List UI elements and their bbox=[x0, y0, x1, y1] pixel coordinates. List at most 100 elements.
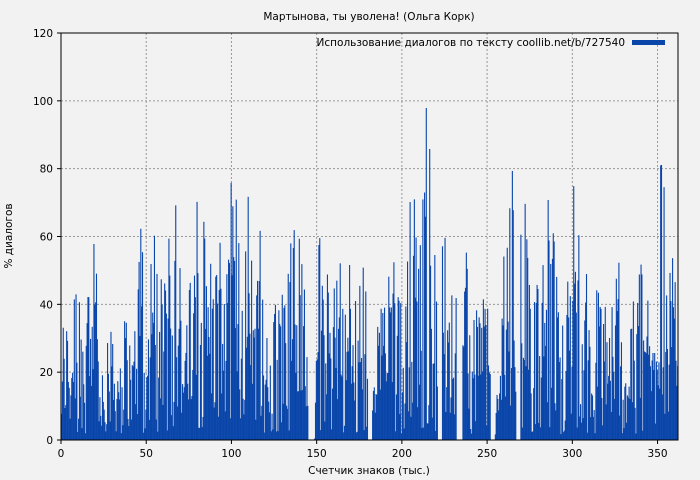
bar bbox=[153, 322, 155, 440]
bar bbox=[633, 360, 635, 440]
bar bbox=[539, 356, 541, 440]
bar bbox=[343, 432, 345, 440]
bar bbox=[340, 374, 342, 440]
bar bbox=[474, 374, 476, 440]
bar bbox=[445, 411, 447, 440]
bar bbox=[80, 339, 82, 440]
bar bbox=[84, 402, 86, 440]
bar bbox=[111, 366, 113, 440]
bar bbox=[236, 371, 238, 440]
bar bbox=[651, 360, 653, 440]
bar bbox=[607, 383, 609, 440]
bar bbox=[597, 386, 599, 440]
bar bbox=[424, 192, 426, 440]
bar bbox=[338, 317, 340, 440]
bar bbox=[344, 314, 346, 440]
bar bbox=[320, 330, 323, 440]
bar bbox=[468, 408, 470, 440]
bar bbox=[443, 354, 445, 440]
bar bbox=[194, 297, 196, 440]
bar bbox=[146, 377, 148, 440]
bar bbox=[514, 367, 516, 440]
bar bbox=[157, 431, 159, 440]
bar bbox=[263, 432, 265, 440]
bar bbox=[626, 395, 628, 440]
bar bbox=[642, 430, 644, 440]
bar bbox=[407, 411, 409, 440]
bar bbox=[618, 262, 620, 440]
bar bbox=[176, 406, 179, 440]
bar bbox=[78, 418, 80, 440]
bar bbox=[380, 308, 382, 440]
bar bbox=[135, 404, 137, 440]
bar bbox=[173, 401, 175, 440]
bar bbox=[566, 314, 568, 440]
bar bbox=[390, 307, 392, 440]
bar bbox=[377, 326, 379, 440]
bar bbox=[506, 247, 508, 440]
bar bbox=[550, 263, 552, 440]
bar bbox=[552, 233, 554, 440]
data-series bbox=[61, 107, 679, 441]
bar bbox=[372, 391, 375, 440]
bar bbox=[663, 187, 665, 440]
y-tick-label: 80 bbox=[40, 164, 53, 176]
bar bbox=[203, 221, 205, 440]
bar bbox=[487, 308, 489, 440]
bar bbox=[101, 375, 104, 440]
bar bbox=[180, 320, 182, 440]
bar bbox=[375, 394, 377, 440]
bar bbox=[525, 366, 527, 440]
bar bbox=[365, 291, 367, 440]
bar bbox=[349, 308, 352, 440]
bar bbox=[302, 389, 304, 440]
bar bbox=[275, 431, 277, 440]
bar bbox=[662, 367, 664, 440]
bar bbox=[233, 260, 236, 440]
bar bbox=[479, 323, 481, 440]
bar bbox=[387, 372, 389, 440]
bar bbox=[199, 345, 202, 440]
y-tick-label: 120 bbox=[33, 28, 53, 40]
bar bbox=[671, 347, 673, 440]
bar bbox=[670, 301, 672, 440]
bar bbox=[451, 295, 453, 440]
bar bbox=[561, 379, 563, 440]
bar bbox=[637, 326, 640, 440]
bar bbox=[288, 430, 290, 440]
bar bbox=[446, 387, 448, 440]
bar bbox=[328, 353, 330, 440]
bar bbox=[134, 331, 136, 440]
bar bbox=[621, 433, 623, 440]
legend: Использование диалогов по тексту coollib… bbox=[317, 37, 665, 49]
bar bbox=[75, 294, 77, 440]
bar bbox=[210, 263, 212, 440]
bar bbox=[432, 363, 434, 440]
bar bbox=[345, 380, 347, 440]
bar bbox=[567, 281, 569, 440]
bar bbox=[562, 432, 565, 440]
bar bbox=[422, 199, 424, 440]
bar bbox=[635, 433, 637, 440]
bar bbox=[564, 420, 566, 440]
bar bbox=[247, 196, 249, 440]
bar bbox=[535, 303, 537, 440]
bar bbox=[166, 430, 168, 440]
bar bbox=[355, 300, 357, 440]
bar bbox=[225, 360, 227, 440]
bar bbox=[454, 353, 456, 440]
bar bbox=[98, 421, 100, 440]
bar bbox=[626, 422, 628, 440]
bar bbox=[266, 337, 268, 440]
bar bbox=[394, 303, 396, 440]
bar bbox=[290, 243, 292, 440]
bar bbox=[193, 275, 196, 440]
bar bbox=[657, 385, 659, 440]
bar bbox=[219, 242, 221, 440]
bar bbox=[512, 210, 514, 440]
bar bbox=[244, 399, 246, 440]
bar bbox=[565, 371, 567, 440]
bar bbox=[299, 295, 301, 440]
bar bbox=[339, 263, 341, 440]
